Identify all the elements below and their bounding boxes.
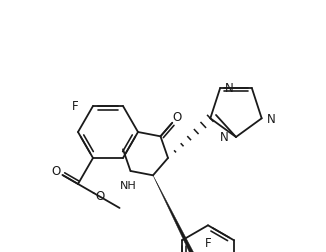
Text: F: F bbox=[72, 100, 79, 113]
Text: O: O bbox=[52, 165, 61, 178]
Text: N: N bbox=[220, 132, 229, 144]
Text: N: N bbox=[225, 82, 234, 95]
Text: O: O bbox=[95, 190, 104, 203]
Polygon shape bbox=[153, 175, 212, 252]
Text: O: O bbox=[172, 111, 182, 124]
Text: F: F bbox=[205, 237, 211, 250]
Text: N: N bbox=[267, 113, 275, 126]
Text: NH: NH bbox=[120, 181, 137, 191]
